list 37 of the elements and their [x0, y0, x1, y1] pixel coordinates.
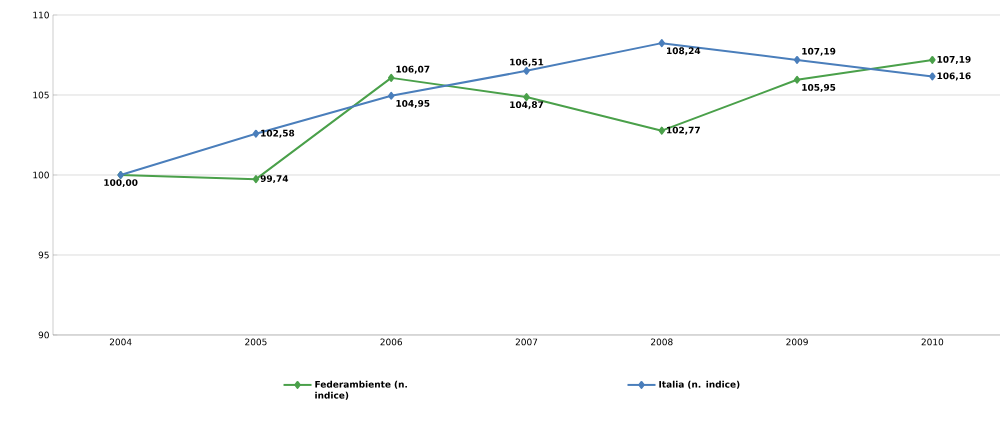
point — [387, 91, 395, 100]
x-tick-label: 2004 — [109, 338, 132, 346]
y-tick-label: 90 — [38, 331, 49, 339]
data-label: 107,19 — [802, 47, 836, 56]
y-tick-label: 95 — [38, 251, 49, 259]
point — [658, 39, 666, 48]
point — [793, 75, 801, 84]
data-label: 102,77 — [667, 126, 700, 135]
x-tick-label: 2005 — [245, 338, 267, 346]
data-label: 104,87 — [510, 101, 544, 110]
data-label: 105,95 — [802, 83, 836, 92]
x-tick-label: 2007 — [515, 338, 538, 346]
data-label: 106,16 — [937, 72, 971, 81]
point — [252, 175, 260, 184]
legend-label: Federambiente (n. indice) — [315, 380, 407, 400]
data-label: 104,95 — [396, 99, 430, 108]
y-tick-label: 110 — [33, 11, 49, 19]
point — [658, 126, 666, 135]
point — [793, 55, 801, 64]
point — [929, 55, 936, 64]
y-tick-label: 105 — [33, 91, 49, 99]
x-tick-label: 2009 — [786, 338, 808, 346]
point — [252, 129, 260, 138]
data-label: 106,07 — [396, 65, 430, 74]
data-label: 107,19 — [937, 55, 971, 64]
data-label: 99,74 — [260, 175, 289, 184]
data-label: 100,00 — [104, 179, 138, 188]
data-label: 106,51 — [510, 58, 544, 67]
legend-label: Italia (n. indice) — [659, 380, 740, 389]
point — [929, 72, 936, 81]
x-tick-label: 2008 — [651, 338, 673, 346]
x-tick-label: 2010 — [921, 338, 944, 346]
data-label: 102,58 — [261, 129, 295, 138]
y-tick-label: 100 — [33, 171, 49, 179]
point — [387, 73, 395, 82]
data-label: 108,24 — [667, 47, 701, 56]
x-tick-label: 2006 — [380, 338, 403, 346]
